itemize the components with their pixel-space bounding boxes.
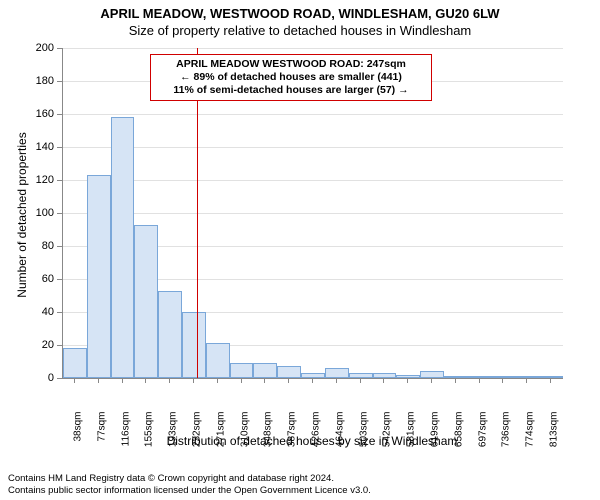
x-tick-mark [360,378,361,383]
x-tick-mark [383,378,384,383]
y-tick-label: 160 [24,108,54,120]
y-tick-mark [57,246,62,247]
x-tick-label: 581sqm [406,412,417,458]
y-tick-mark [57,279,62,280]
histogram-bar [158,291,182,378]
annotation-line-1: APRIL MEADOW WESTWOOD ROAD: 247sqm [157,58,425,71]
x-tick-mark [312,378,313,383]
chart-title-main: APRIL MEADOW, WESTWOOD ROAD, WINDLESHAM,… [0,0,600,21]
x-tick-mark [169,378,170,383]
y-tick-mark [57,48,62,49]
grid-line [63,114,563,115]
x-tick-label: 116sqm [120,412,131,458]
x-tick-mark [526,378,527,383]
y-tick-label: 0 [24,372,54,384]
x-tick-mark [336,378,337,383]
y-tick-label: 180 [24,75,54,87]
x-tick-label: 697sqm [477,412,488,458]
copyright-line-2: Contains public sector information licen… [8,485,371,496]
x-tick-mark [74,378,75,383]
annotation-box: APRIL MEADOW WESTWOOD ROAD: 247sqm ← 89%… [150,54,432,101]
x-tick-mark [407,378,408,383]
histogram-bar [63,348,87,378]
x-tick-label: 813sqm [549,412,560,458]
x-tick-label: 77sqm [96,412,107,458]
x-tick-label: 387sqm [287,412,298,458]
histogram-bar [277,366,301,378]
histogram-bar [182,312,206,378]
x-tick-mark [479,378,480,383]
x-tick-mark [502,378,503,383]
y-tick-mark [57,312,62,313]
y-tick-mark [57,345,62,346]
x-tick-mark [288,378,289,383]
grid-line [63,48,563,49]
y-tick-label: 100 [24,207,54,219]
chart-title-sub: Size of property relative to detached ho… [0,21,600,38]
y-tick-label: 120 [24,174,54,186]
x-tick-mark [264,378,265,383]
x-tick-label: 38sqm [72,412,83,458]
copyright-line-1: Contains HM Land Registry data © Crown c… [8,473,371,484]
y-tick-mark [57,114,62,115]
y-tick-label: 140 [24,141,54,153]
histogram-bar [206,343,230,378]
x-tick-mark [550,378,551,383]
y-tick-mark [57,81,62,82]
grid-line [63,180,563,181]
grid-line [63,213,563,214]
x-tick-label: 736sqm [501,412,512,458]
x-tick-mark [217,378,218,383]
x-tick-mark [455,378,456,383]
y-tick-mark [57,180,62,181]
x-tick-mark [193,378,194,383]
y-tick-label: 80 [24,240,54,252]
x-tick-label: 155sqm [144,412,155,458]
y-tick-label: 200 [24,42,54,54]
x-tick-label: 464sqm [334,412,345,458]
histogram-bar [230,363,254,378]
histogram-bar [111,117,135,378]
annotation-line-3: 11% of semi-detached houses are larger (… [157,84,425,97]
x-tick-label: 542sqm [382,412,393,458]
histogram-bar [325,368,349,378]
x-tick-mark [145,378,146,383]
y-tick-label: 60 [24,273,54,285]
x-tick-label: 503sqm [358,412,369,458]
x-tick-label: 619sqm [430,412,441,458]
x-tick-label: 658sqm [453,412,464,458]
x-tick-label: 232sqm [191,412,202,458]
histogram-bar [253,363,277,378]
y-tick-label: 20 [24,339,54,351]
x-tick-label: 193sqm [168,412,179,458]
x-tick-mark [98,378,99,383]
annotation-line-2: ← 89% of detached houses are smaller (44… [157,71,425,84]
x-tick-label: 310sqm [239,412,250,458]
x-tick-mark [241,378,242,383]
histogram-bar [420,371,444,378]
x-tick-label: 271sqm [215,412,226,458]
y-tick-label: 40 [24,306,54,318]
x-tick-mark [431,378,432,383]
chart-container: { "chart": { "type": "histogram", "title… [0,0,600,500]
x-tick-label: 348sqm [263,412,274,458]
x-tick-label: 774sqm [525,412,536,458]
copyright-notice: Contains HM Land Registry data © Crown c… [8,473,371,496]
y-tick-mark [57,378,62,379]
grid-line [63,147,563,148]
histogram-bar [134,225,158,378]
y-tick-mark [57,213,62,214]
y-tick-mark [57,147,62,148]
x-tick-label: 426sqm [311,412,322,458]
x-tick-mark [122,378,123,383]
histogram-bar [87,175,111,378]
